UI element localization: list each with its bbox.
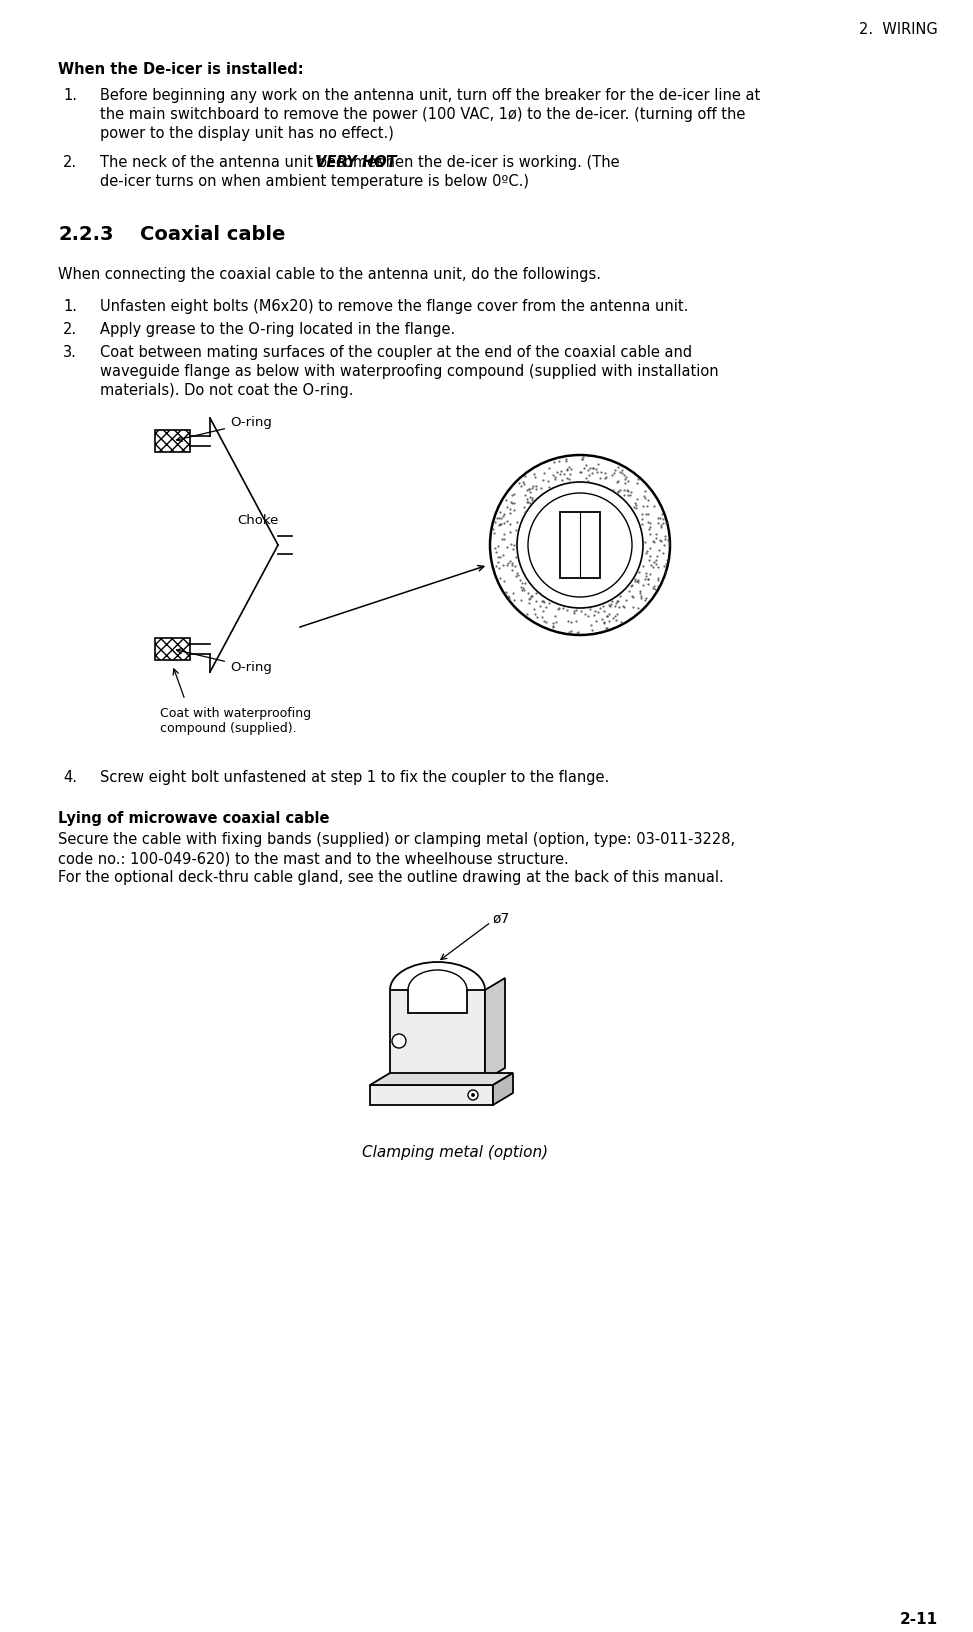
Text: The neck of the antenna unit becomes: The neck of the antenna unit becomes	[100, 155, 388, 170]
Text: ø7: ø7	[493, 912, 510, 925]
Text: Apply grease to the O-ring located in the flange.: Apply grease to the O-ring located in th…	[100, 322, 455, 336]
Text: Coaxial cable: Coaxial cable	[140, 225, 285, 245]
Polygon shape	[390, 991, 485, 1080]
Text: Coat between mating surfaces of the coupler at the end of the coaxial cable and: Coat between mating surfaces of the coup…	[100, 344, 692, 361]
Circle shape	[517, 481, 643, 609]
Text: Lying of microwave coaxial cable: Lying of microwave coaxial cable	[58, 811, 330, 826]
Text: O-ring: O-ring	[176, 648, 271, 674]
Text: Unfasten eight bolts (M6x20) to remove the flange cover from the antenna unit.: Unfasten eight bolts (M6x20) to remove t…	[100, 299, 688, 313]
Text: Screw eight bolt unfastened at step 1 to fix the coupler to the flange.: Screw eight bolt unfastened at step 1 to…	[100, 770, 609, 785]
Bar	[560, 512, 600, 578]
Text: when the de-icer is working. (The: when the de-icer is working. (The	[369, 155, 620, 170]
Text: Secure the cable with fixing bands (supplied) or clamping metal (option, type: 0: Secure the cable with fixing bands (supp…	[58, 832, 736, 847]
Text: For the optional deck-thru cable gland, see the outline drawing at the back of t: For the optional deck-thru cable gland, …	[58, 870, 724, 885]
Text: VERY HOT: VERY HOT	[315, 155, 397, 170]
Text: When the De-icer is installed:: When the De-icer is installed:	[58, 62, 304, 77]
Circle shape	[392, 1035, 406, 1048]
Text: compound (supplied).: compound (supplied).	[160, 721, 297, 734]
Bar	[155, 429, 190, 452]
Text: When connecting the coaxial cable to the antenna unit, do the followings.: When connecting the coaxial cable to the…	[58, 268, 601, 282]
Text: materials). Do not coat the O-ring.: materials). Do not coat the O-ring.	[100, 384, 353, 398]
Text: Before beginning any work on the antenna unit, turn off the breaker for the de-i: Before beginning any work on the antenna…	[100, 88, 760, 103]
Circle shape	[472, 1093, 475, 1097]
Text: power to the display unit has no effect.): power to the display unit has no effect.…	[100, 126, 394, 140]
Text: 2.  WIRING: 2. WIRING	[859, 21, 938, 38]
Text: waveguide flange as below with waterproofing compound (supplied with installatio: waveguide flange as below with waterproo…	[100, 364, 719, 379]
Polygon shape	[485, 978, 505, 1080]
Text: code no.: 100-049-620) to the mast and to the wheelhouse structure.: code no.: 100-049-620) to the mast and t…	[58, 850, 569, 867]
Polygon shape	[493, 1072, 513, 1105]
Circle shape	[468, 1090, 478, 1100]
Text: 2.: 2.	[63, 322, 77, 336]
Text: 1.: 1.	[63, 299, 77, 313]
Text: 1.: 1.	[63, 88, 77, 103]
Text: Choke: Choke	[237, 514, 278, 527]
Text: 4.: 4.	[63, 770, 77, 785]
Text: 2.: 2.	[63, 155, 77, 170]
Text: O-ring: O-ring	[176, 416, 271, 441]
Polygon shape	[370, 1072, 513, 1085]
Polygon shape	[370, 1085, 493, 1105]
Text: 2.2.3: 2.2.3	[58, 225, 114, 245]
Text: 3.: 3.	[63, 344, 77, 361]
Text: Coat with waterproofing: Coat with waterproofing	[160, 707, 311, 720]
Text: de-icer turns on when ambient temperature is below 0ºC.): de-icer turns on when ambient temperatur…	[100, 175, 529, 189]
Text: Clamping metal (option): Clamping metal (option)	[362, 1146, 548, 1160]
Text: the main switchboard to remove the power (100 VAC, 1ø) to the de-icer. (turning : the main switchboard to remove the power…	[100, 108, 745, 122]
Text: 2-11: 2-11	[900, 1612, 938, 1627]
Bar	[155, 638, 190, 659]
